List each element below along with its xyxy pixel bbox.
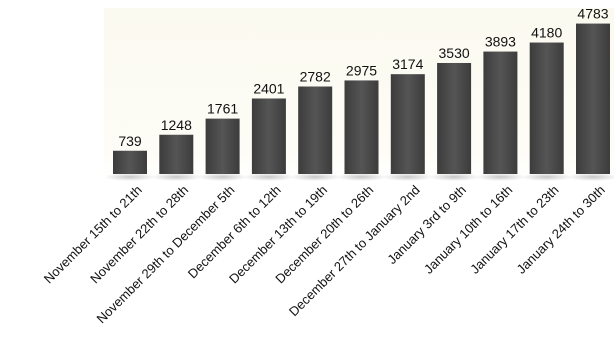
- bar-shadow: [150, 173, 202, 181]
- bar-shadows: [104, 173, 614, 181]
- bar: [251, 98, 286, 174]
- bar-shadow: [382, 173, 434, 181]
- bar: [390, 74, 425, 174]
- data-label: 2975: [346, 62, 377, 78]
- bar-shadow: [197, 173, 249, 181]
- bar-shadow: [289, 173, 341, 181]
- data-label: 2401: [253, 80, 284, 96]
- bar: [437, 62, 472, 174]
- data-label: 2782: [300, 69, 331, 85]
- bar: [529, 42, 564, 174]
- x-tick-label: January 17th to 23th: [467, 182, 561, 276]
- bar: [576, 23, 610, 175]
- bars: [113, 23, 610, 175]
- bar-shadow: [243, 173, 295, 181]
- bar-shadow: [104, 173, 156, 181]
- bar-shadow: [428, 173, 480, 181]
- data-label: 1248: [161, 117, 192, 133]
- data-label: 739: [118, 133, 142, 149]
- bar: [483, 51, 518, 174]
- data-label: 3893: [485, 34, 516, 50]
- bar: [159, 134, 194, 174]
- data-label: 3530: [439, 45, 470, 61]
- data-label: 3174: [392, 56, 423, 72]
- bar: [298, 86, 333, 174]
- data-labels: 739 1248 1761 2401 2782 2975 3174 3530 3893 4180 4…: [118, 6, 608, 149]
- bar: [344, 80, 379, 174]
- bar-shadow: [567, 173, 614, 181]
- x-tick-label: January 10th to 16th: [421, 182, 515, 276]
- bar: [113, 150, 147, 174]
- data-label: 1761: [207, 101, 238, 117]
- bar-shadow: [474, 173, 526, 181]
- data-label: 4180: [531, 25, 562, 41]
- bar: [205, 118, 240, 174]
- bar-shadow: [336, 173, 387, 181]
- x-tick-label: January 3rd to 9th: [384, 182, 469, 267]
- data-label: 4783: [577, 6, 608, 22]
- x-tick-label: January 24th to 30th: [513, 182, 607, 276]
- bar-shadow: [521, 173, 573, 181]
